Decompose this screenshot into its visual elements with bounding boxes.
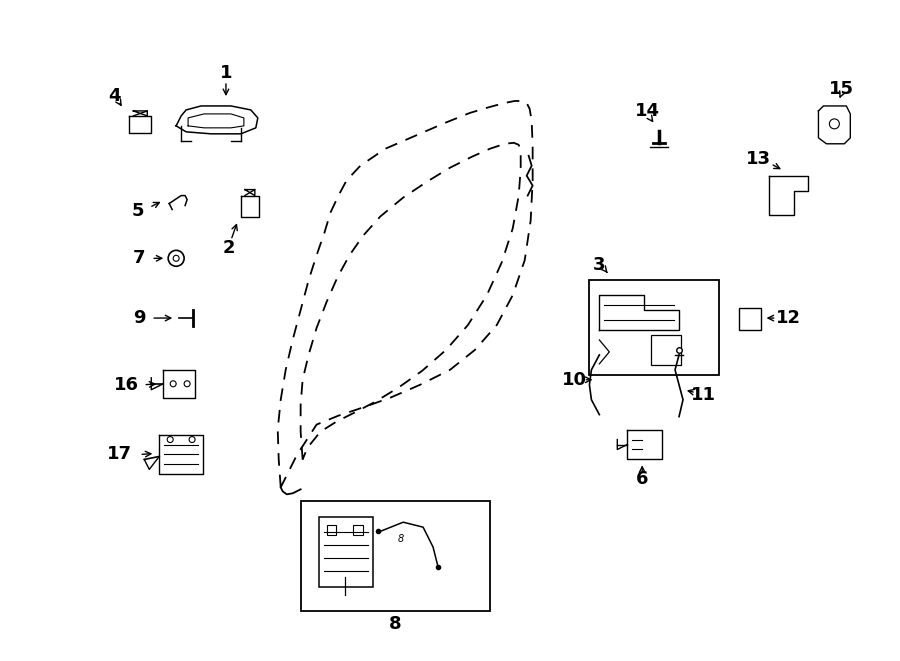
Bar (354, 525, 364, 535)
Bar (590, 280, 719, 375)
Text: 17: 17 (107, 446, 132, 463)
Text: 13: 13 (746, 150, 771, 168)
Text: 6: 6 (636, 471, 648, 488)
Text: 11: 11 (691, 386, 716, 404)
Text: 8: 8 (398, 534, 404, 544)
Text: 15: 15 (829, 80, 854, 98)
Bar (739, 308, 760, 330)
Text: 9: 9 (133, 309, 146, 327)
Bar (319, 517, 373, 587)
Text: 1: 1 (220, 64, 232, 82)
Text: 3: 3 (593, 256, 606, 274)
Text: 5: 5 (132, 202, 145, 219)
Text: 4: 4 (108, 87, 121, 105)
Bar (327, 525, 337, 535)
Text: 14: 14 (634, 102, 660, 120)
Bar (301, 501, 490, 611)
Text: 7: 7 (133, 249, 146, 267)
Bar (652, 335, 681, 365)
Text: 2: 2 (222, 239, 235, 257)
Text: 12: 12 (776, 309, 801, 327)
Text: 16: 16 (114, 375, 139, 394)
Text: 8: 8 (389, 615, 401, 633)
Text: 10: 10 (562, 371, 587, 389)
